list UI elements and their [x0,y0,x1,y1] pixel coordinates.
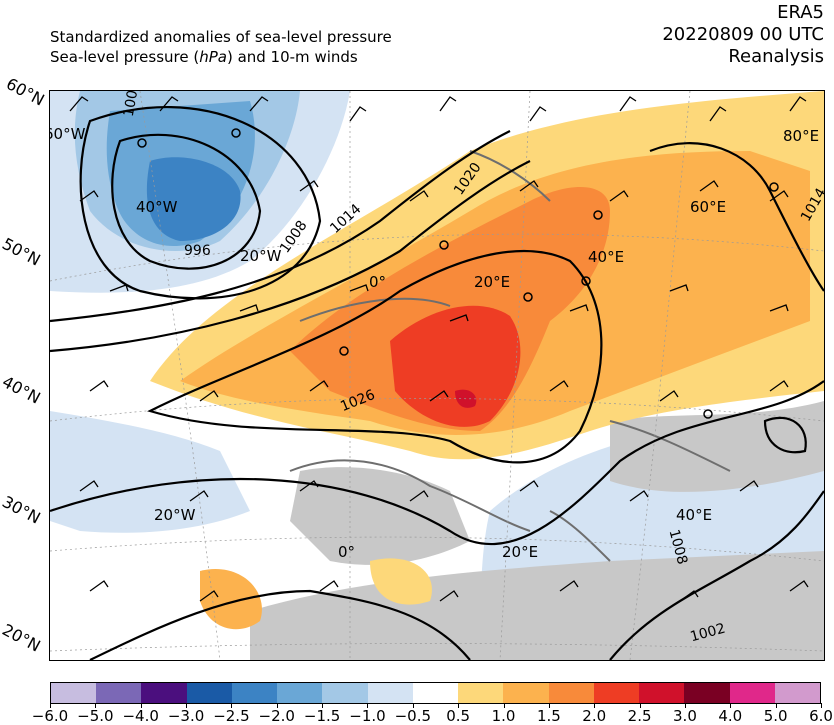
lat-label-60n: 60°N [3,74,48,110]
coastline [289,150,731,562]
colorbar-cell [548,683,594,703]
dataset-label: ERA5 [777,2,824,23]
isobar [89,589,471,660]
anomaly-pos-area [200,569,262,630]
colorbar-tick [775,703,777,708]
isobar [649,142,824,292]
anomaly-pos-area [370,558,432,605]
lat-label-40n: 40°N [0,372,44,408]
colorbar-cell [367,683,413,703]
isobar [763,416,807,454]
isobar [609,490,824,660]
colorbar-tick-label: 1.0 [491,707,516,725]
wind-barbs [69,96,809,602]
colorbar-cell [729,683,775,703]
calm-wind-circles [137,128,779,419]
graticule-label: 20°E [502,543,539,561]
colorbar-tick-label: −5.0 [77,707,114,725]
colorbar-tick-label: 2.5 [627,707,652,725]
colorbar-tick-label: −4.0 [122,707,159,725]
datetime-label: 20220809 00 UTC [662,24,824,45]
colorbar-tick [684,703,686,708]
isobar [50,160,531,353]
colorbar-cell [458,683,504,703]
colorbar [50,682,821,704]
colorbar-cell [186,683,232,703]
colorbar-cell [322,683,368,703]
map-canvas [50,91,824,660]
colorbar-tick-label: 6.0 [809,707,833,725]
colorbar-cell [684,683,730,703]
colorbar-tick [548,703,550,708]
colorbar-tick [458,703,460,708]
colorbar-tick [322,703,324,708]
lat-label-20n: 20°N [0,620,44,656]
colorbar-cell [774,683,820,703]
isobar [147,249,603,464]
map-title: Standardized anomalies of sea-level pres… [50,28,392,46]
colorbar-tick [503,703,505,708]
colorbar-cell [639,683,685,703]
isobar [50,380,824,546]
colorbar-tick-label: −1.0 [349,707,386,725]
colorbar-cell [277,683,323,703]
colorbar-cell [96,683,142,703]
isobar [79,106,322,300]
colorbar-tick [821,703,822,708]
isobar [50,130,511,323]
lat-label-30n: 30°N [0,492,44,528]
colorbar-tick [50,703,51,708]
colorbar-tick-label: 1.5 [536,707,561,725]
colorbar-tick [231,703,233,708]
colorbar-tick-label: −6.0 [31,707,69,725]
product-label: Reanalysis [728,46,824,67]
graticule-label: 60°W [50,125,86,143]
isobar [111,133,262,270]
graticule-label: 60°E [690,198,727,216]
colorbar-tick-label: 0.5 [446,707,471,725]
graticule-label: 40°E [588,248,625,266]
graticule-label: 0° [369,273,387,291]
colorbar-tick-label: 3.0 [673,707,697,725]
colorbar-tick [95,703,97,708]
colorbar-cell [141,683,187,703]
colorbar-tick-label: −0.5 [394,707,432,725]
colorbar-cell [593,683,640,703]
colorbar-cell [231,683,278,703]
graticule-label: 40°W [136,198,178,216]
colorbar-tick-label: −2.5 [213,707,250,725]
anomaly-map: 60°W 40°W 20°W 0° 20°E 40°E 60°E 80°E 20… [49,90,825,661]
colorbar-tick-label: −3.0 [167,707,205,725]
graticule-label: 20°W [240,247,282,265]
map-subtitle: Sea-level pressure (hPa) and 10-m winds [50,48,358,66]
anomaly-neg-core [146,157,241,241]
colorbar-tick-label: 2.0 [582,707,607,725]
colorbar-cell [412,683,459,703]
graticule-label: 0° [338,543,356,561]
colorbar-cell [51,683,97,703]
colorbar-tick [140,703,142,708]
colorbar-tick [730,703,732,708]
isobar-label: 996 [184,243,211,259]
graticule-label: 80°E [783,127,820,145]
colorbar-tick [639,703,641,708]
colorbar-tick [594,703,596,708]
anomaly-pos-core [390,305,521,427]
colorbar-tick-label: −1.5 [303,707,341,725]
graticule-label: 40°E [676,506,713,524]
colorbar-tick-label: 5.0 [763,707,788,725]
colorbar-cell [503,683,549,703]
lat-label-50n: 50°N [0,234,44,270]
graticule-label: 20°W [154,506,196,524]
land-mask-middle-east [610,401,824,492]
colorbar-tick-label: 4.0 [718,707,743,725]
colorbar-tick [367,703,369,708]
colorbar-tick [186,703,188,708]
colorbar-tick [276,703,278,708]
graticule-label: 20°E [474,273,511,291]
land-mask-africa [250,551,824,660]
colorbar-tick-label: −2.0 [258,707,295,725]
colorbar-tick [412,703,414,708]
graticule [50,91,824,660]
